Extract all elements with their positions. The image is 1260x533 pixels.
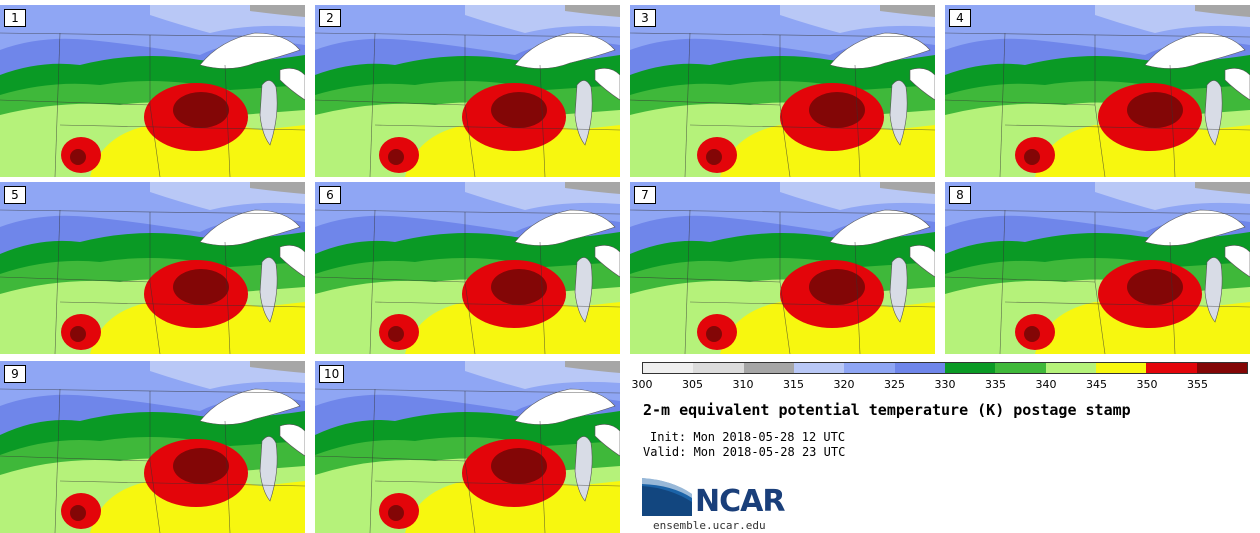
init-time: Init: Mon 2018-05-28 12 UTC: [650, 430, 846, 444]
theta-e-map: [630, 182, 935, 354]
colorbar-segment: [1095, 363, 1147, 373]
colorbar-segment: [693, 363, 744, 373]
colorbar-segment: [643, 363, 694, 373]
member-panel-4: 4: [945, 5, 1250, 177]
member-number: 6: [319, 186, 341, 204]
colorbar-tick-label: 300: [631, 378, 653, 391]
valid-time: Valid: Mon 2018-05-28 23 UTC: [643, 445, 846, 459]
colorbar-segment: [944, 363, 996, 373]
colorbar-tick-label: 305: [682, 378, 703, 391]
member-number: 9: [4, 365, 26, 383]
colorbar-segment: [743, 363, 794, 373]
member-number: 1: [4, 9, 26, 27]
theta-e-map: [945, 182, 1250, 354]
site-url: ensemble.ucar.edu: [653, 519, 766, 532]
member-panel-2: 2: [315, 5, 620, 177]
colorbar-tick-label: 310: [732, 378, 754, 391]
theta-e-map: [0, 5, 305, 177]
member-panel-3: 3: [630, 5, 935, 177]
colorbar-segment: [793, 363, 845, 373]
member-number: 8: [949, 186, 971, 204]
member-number: 3: [634, 9, 656, 27]
colorbar-tick-label: 335: [985, 378, 1006, 391]
member-number: 10: [319, 365, 345, 383]
member-number: 2: [319, 9, 341, 27]
member-panel-5: 5: [0, 182, 305, 354]
plot-title: 2-m equivalent potential temperature (K)…: [643, 401, 1131, 419]
theta-e-map: [315, 182, 620, 354]
colorbar-segment: [844, 363, 895, 373]
member-panel-8: 8: [945, 182, 1250, 354]
theta-e-map: [630, 5, 935, 177]
member-number: 4: [949, 9, 971, 27]
member-number: 5: [4, 186, 26, 204]
colorbar-tick-label: 320: [833, 378, 855, 391]
colorbar-tick-label: 355: [1187, 378, 1208, 391]
member-panel-9: 9: [0, 361, 305, 533]
theta-e-map: [0, 182, 305, 354]
colorbar-tick-label: 340: [1035, 378, 1057, 391]
theta-e-map: [0, 361, 305, 533]
ncar-logo-icon: [642, 478, 692, 516]
colorbar-tick-label: 330: [934, 378, 956, 391]
colorbar-tick-label: 315: [783, 378, 804, 391]
theta-e-map: [315, 361, 620, 533]
member-panel-7: 7: [630, 182, 935, 354]
colorbar-segment: [995, 363, 1046, 373]
colorbar-segment: [894, 363, 945, 373]
member-panel-6: 6: [315, 182, 620, 354]
member-panel-10: 10: [315, 361, 620, 533]
theta-e-map: [945, 5, 1250, 177]
theta-e-map: [315, 5, 620, 177]
colorbar-ticks: 300 305 310 315 320 325 330 335 340 345 350 355: [632, 378, 1248, 394]
colorbar-segment: [1045, 363, 1096, 373]
colorbar-tick-label: 325: [884, 378, 905, 391]
ncar-logo-text: NCAR: [695, 484, 785, 519]
member-number: 7: [634, 186, 656, 204]
colorbar-tick-label: 350: [1136, 378, 1158, 391]
colorbar-tick-label: 345: [1086, 378, 1107, 391]
colorbar-segment: [1196, 363, 1247, 373]
colorbar-segment: [1146, 363, 1197, 373]
member-panel-1: 1: [0, 5, 305, 177]
colorbar: [642, 362, 1248, 374]
